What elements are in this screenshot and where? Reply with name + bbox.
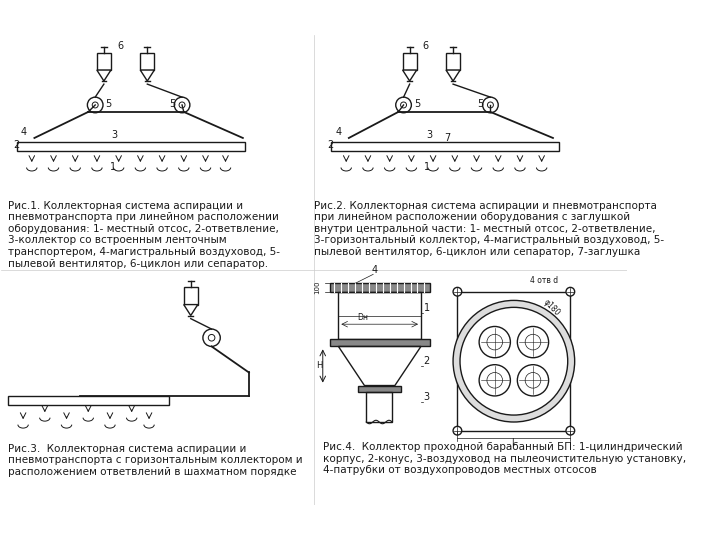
Bar <box>184 287 198 305</box>
Circle shape <box>566 427 575 435</box>
Polygon shape <box>97 70 111 81</box>
Polygon shape <box>402 70 417 81</box>
Text: 3: 3 <box>426 130 433 140</box>
Text: Dн: Dн <box>357 313 368 322</box>
Circle shape <box>479 364 510 396</box>
Text: 6: 6 <box>423 40 429 51</box>
Text: 5: 5 <box>477 99 484 109</box>
Polygon shape <box>184 305 198 315</box>
Text: 3: 3 <box>112 130 117 140</box>
Circle shape <box>453 300 575 422</box>
Circle shape <box>174 97 190 113</box>
Circle shape <box>203 329 220 347</box>
Text: 3: 3 <box>423 392 430 402</box>
Circle shape <box>453 427 462 435</box>
Text: H: H <box>316 361 322 370</box>
Text: 7: 7 <box>444 133 451 144</box>
Circle shape <box>482 97 498 113</box>
Text: 4 отв d: 4 отв d <box>529 276 557 285</box>
Text: 1: 1 <box>424 162 430 172</box>
Bar <box>457 292 570 431</box>
Text: L: L <box>511 437 516 447</box>
Bar <box>97 53 111 70</box>
Text: Рис.3.  Коллекторная система аспирации и
пневмотранспорта с горизонтальным колле: Рис.3. Коллекторная система аспирации и … <box>9 444 303 477</box>
Bar <box>358 386 401 392</box>
Text: 2: 2 <box>423 356 430 366</box>
Text: 4: 4 <box>372 265 377 275</box>
Text: 5: 5 <box>106 99 112 109</box>
Text: 4: 4 <box>336 127 342 137</box>
Circle shape <box>518 327 549 357</box>
Text: 1: 1 <box>109 162 116 172</box>
Text: 6: 6 <box>117 40 123 51</box>
Circle shape <box>518 364 549 396</box>
Bar <box>338 292 421 340</box>
Bar <box>330 283 430 292</box>
Text: 2: 2 <box>327 140 333 151</box>
Text: 1: 1 <box>423 303 430 313</box>
Bar <box>331 143 559 151</box>
Bar <box>446 53 460 70</box>
Bar <box>402 53 417 70</box>
Circle shape <box>87 97 103 113</box>
Circle shape <box>460 307 568 415</box>
Text: 5: 5 <box>414 99 420 109</box>
Text: 4: 4 <box>20 127 27 137</box>
Text: 100: 100 <box>314 281 320 294</box>
Bar <box>366 392 392 422</box>
Circle shape <box>396 97 411 113</box>
Text: Рис.2. Коллекторная система аспирации и пневмотранспорта
при линейном расположен: Рис.2. Коллекторная система аспирации и … <box>314 200 665 257</box>
Text: Рис.4.  Коллектор проходной барабанный БП: 1-цилиндрический
корпус, 2-конус, 3-в: Рис.4. Коллектор проходной барабанный БП… <box>323 442 686 475</box>
Polygon shape <box>446 70 460 81</box>
Bar <box>140 53 154 70</box>
Bar <box>17 143 245 151</box>
Text: φ180: φ180 <box>541 298 562 318</box>
Text: 5: 5 <box>169 99 175 109</box>
Bar <box>9 396 169 404</box>
Text: Рис.1. Коллекторная система аспирации и
пневмотранспорта при линейном расположен: Рис.1. Коллекторная система аспирации и … <box>9 200 280 268</box>
Circle shape <box>566 287 575 296</box>
Polygon shape <box>140 70 154 81</box>
Bar <box>330 340 430 347</box>
Circle shape <box>479 327 510 357</box>
Text: 2: 2 <box>14 140 19 151</box>
Circle shape <box>453 287 462 296</box>
